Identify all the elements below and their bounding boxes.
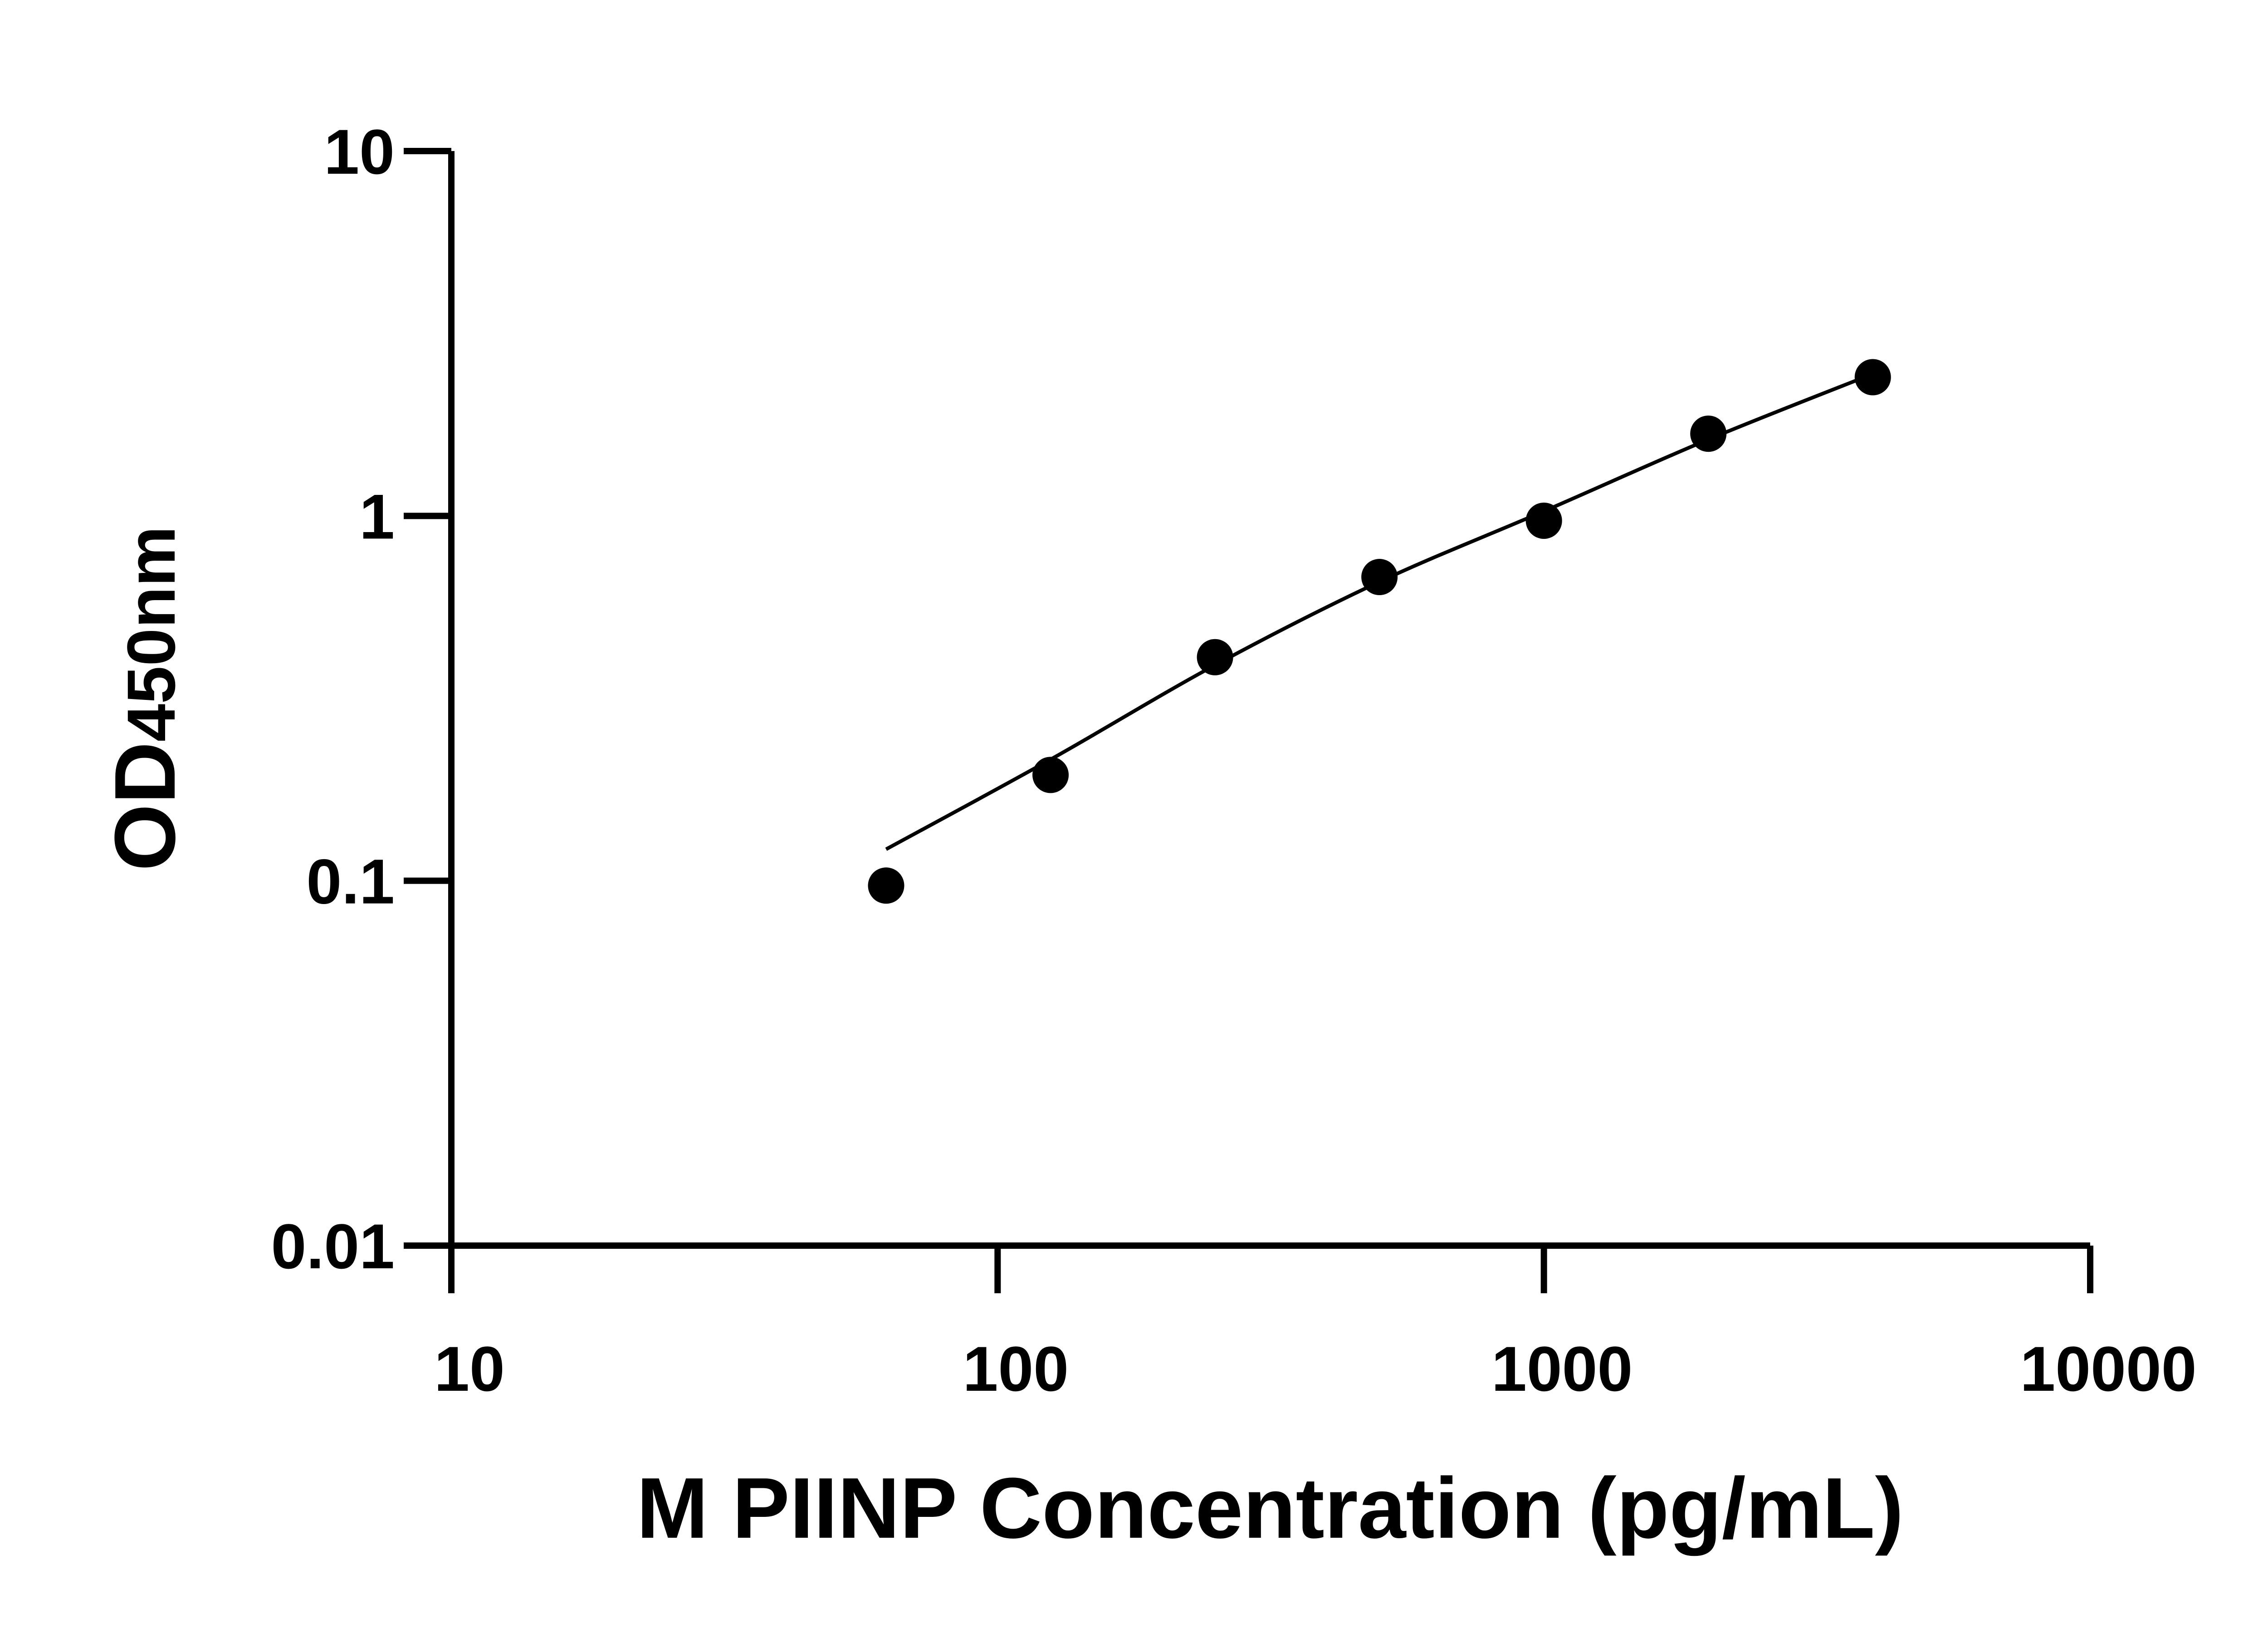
axes: 10 100 1000 10000 0.01 0.1 1 10 [271,116,2197,1404]
data-point [1854,359,1891,396]
x-axis-label: M PIINP Concentration (pg/mL) [636,1460,1904,1556]
y-tick-label: 0.01 [271,1211,395,1282]
y-axis-label: OD450nm [97,526,193,871]
y-axis-label-sub: 450nm [113,526,189,742]
x-tick-label: 1000 [1491,1333,1633,1404]
data-point [1361,559,1398,596]
data-point [868,867,904,904]
data-point [1690,416,1727,452]
y-tick-label: 10 [324,116,395,187]
data-point [1197,639,1233,675]
data-points [868,359,1891,904]
y-axis-label-main: OD [97,742,193,871]
data-point [1032,757,1069,793]
data-point [1525,502,1562,539]
y-tick-label: 1 [359,481,395,552]
x-tick-label: 100 [963,1333,1069,1404]
x-tick-label: 10000 [2020,1333,2196,1404]
y-tick-label: 0.1 [306,846,395,917]
x-tick-label: 10 [434,1333,505,1404]
